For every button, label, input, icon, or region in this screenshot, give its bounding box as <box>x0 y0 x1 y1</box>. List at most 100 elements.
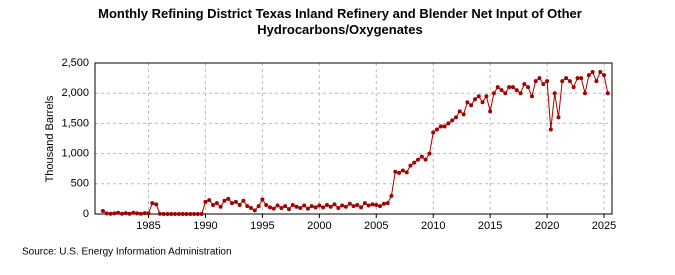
data-point <box>473 97 478 102</box>
data-point <box>389 193 394 198</box>
data-point <box>552 91 557 96</box>
data-point <box>286 207 291 212</box>
data-point <box>199 212 204 216</box>
data-point <box>393 169 398 174</box>
data-point <box>385 201 390 206</box>
data-point <box>195 212 200 216</box>
data-point <box>279 205 284 210</box>
data-point <box>541 82 546 87</box>
data-point <box>347 201 352 206</box>
data-point <box>351 204 356 209</box>
data-point <box>157 211 162 216</box>
data-point <box>381 201 386 206</box>
x-tick-label: 1985 <box>136 220 160 232</box>
data-point <box>416 157 421 162</box>
data-point <box>233 199 238 204</box>
data-point <box>434 127 439 132</box>
x-tick-label: 2025 <box>592 220 616 232</box>
data-point <box>442 124 447 129</box>
data-point <box>438 124 443 129</box>
data-point <box>548 127 553 132</box>
data-point <box>104 211 109 216</box>
data-point <box>154 202 159 207</box>
data-point <box>309 204 314 209</box>
data-point <box>305 206 310 211</box>
chart-title: Monthly Refining District Texas Inland R… <box>98 6 582 37</box>
data-point <box>378 204 383 209</box>
data-point <box>476 94 481 99</box>
data-point <box>518 91 523 96</box>
data-point <box>397 170 402 175</box>
data-point <box>507 85 512 90</box>
data-point <box>526 85 531 90</box>
data-point <box>222 198 227 203</box>
y-axis-label: Thousand Barrels <box>44 95 56 182</box>
data-point <box>594 79 599 84</box>
data-point <box>491 91 496 96</box>
data-point <box>119 211 124 216</box>
data-point <box>427 151 432 156</box>
data-point <box>579 76 584 81</box>
data-point <box>214 201 219 206</box>
data-point <box>514 88 519 93</box>
data-point <box>362 201 367 206</box>
data-point <box>465 100 470 105</box>
data-point <box>450 118 455 123</box>
data-point <box>355 202 360 207</box>
data-point <box>545 79 550 84</box>
data-point <box>586 73 591 78</box>
data-point <box>324 202 329 207</box>
data-point <box>453 115 458 120</box>
x-tick-label: 2010 <box>421 220 445 232</box>
y-tick-label: 1,000 <box>61 148 89 160</box>
data-point <box>131 210 136 215</box>
data-point <box>264 202 269 207</box>
data-point <box>556 115 561 120</box>
data-point <box>229 201 234 206</box>
source: Source: U.S. Energy Information Administ… <box>22 247 232 258</box>
x-tick-label: 2015 <box>478 220 502 232</box>
data-point <box>146 211 151 216</box>
data-point <box>499 88 504 93</box>
data-point <box>237 202 242 207</box>
data-point <box>366 203 371 208</box>
data-point <box>457 109 462 114</box>
data-point <box>173 212 178 216</box>
data-point <box>567 79 572 84</box>
data-point <box>142 211 147 216</box>
data-point <box>260 197 265 202</box>
data-point <box>336 205 341 210</box>
data-point <box>533 79 538 84</box>
data-point <box>328 204 333 209</box>
data-point <box>275 203 280 208</box>
data-point <box>298 205 303 210</box>
data-point <box>116 210 121 215</box>
data-point <box>332 202 337 207</box>
x-tick-label: 2020 <box>535 220 559 232</box>
y-tick-label: 2,500 <box>61 57 89 69</box>
data-point <box>203 199 208 204</box>
data-point <box>112 211 117 216</box>
data-point <box>245 204 250 209</box>
data-point <box>590 70 595 75</box>
data-point <box>218 204 223 209</box>
data-point <box>127 211 132 216</box>
data-point <box>408 163 413 168</box>
data-point <box>537 76 542 81</box>
data-point <box>359 205 364 210</box>
x-tick-label: 2000 <box>307 220 331 232</box>
data-point <box>340 203 345 208</box>
plot-frame <box>94 62 613 215</box>
data-point <box>317 203 322 208</box>
data-point <box>180 212 185 216</box>
data-point <box>290 202 295 207</box>
data-point <box>400 168 405 173</box>
data-point <box>412 160 417 165</box>
data-point <box>268 205 273 210</box>
data-point <box>423 157 428 162</box>
data-point <box>294 204 299 209</box>
y-tick-label: 1,500 <box>61 117 89 129</box>
data-point <box>283 204 288 209</box>
